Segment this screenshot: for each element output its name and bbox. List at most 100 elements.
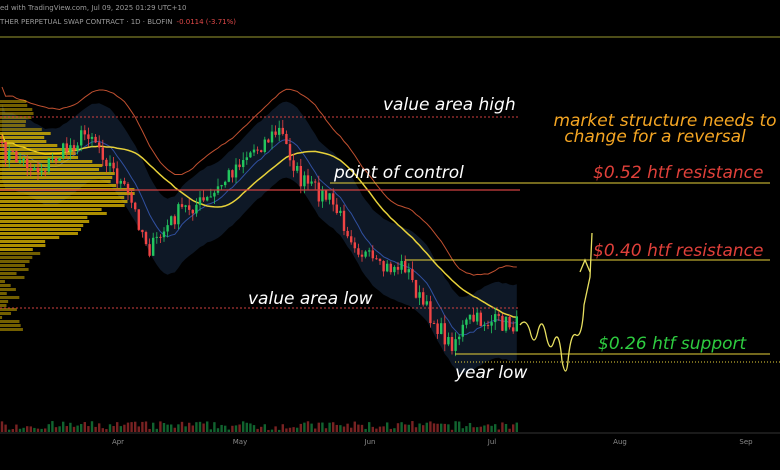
volume-profile-bar bbox=[0, 260, 30, 263]
volume-bar bbox=[29, 426, 32, 432]
candle-body bbox=[306, 175, 310, 184]
candle-body bbox=[494, 314, 497, 323]
volume-bar bbox=[389, 428, 392, 432]
candle-body bbox=[440, 323, 443, 334]
candle-body bbox=[51, 157, 54, 159]
volume-bar bbox=[252, 425, 256, 432]
volume-bar bbox=[306, 421, 310, 432]
candle-body bbox=[270, 131, 274, 143]
candle-body bbox=[238, 164, 241, 168]
volume-bar bbox=[407, 424, 410, 432]
volume-profile-bar bbox=[0, 200, 128, 203]
volume-profile-bar bbox=[0, 304, 7, 307]
candle-body bbox=[346, 230, 349, 237]
volume-bar bbox=[220, 424, 223, 432]
volume-profile-bar bbox=[0, 292, 7, 295]
candle-body bbox=[213, 192, 216, 197]
candle-body bbox=[155, 236, 158, 238]
candle-body bbox=[342, 210, 346, 231]
volume-profile-bar bbox=[0, 256, 33, 259]
candle-body bbox=[393, 266, 396, 273]
candle-body bbox=[288, 144, 292, 161]
volume-bar bbox=[422, 425, 425, 432]
volume-profile-bar bbox=[0, 316, 3, 319]
candle-body bbox=[69, 145, 72, 152]
candle-body bbox=[80, 130, 83, 146]
volume-bar bbox=[321, 422, 324, 432]
volume-profile-bar bbox=[0, 268, 29, 271]
volume-bar bbox=[188, 422, 191, 432]
candle-body bbox=[76, 145, 79, 151]
volume-bar bbox=[490, 425, 493, 432]
volume-bar bbox=[101, 428, 104, 432]
candle-body bbox=[285, 133, 288, 145]
volume-bar bbox=[231, 425, 234, 432]
candle-body bbox=[375, 258, 378, 260]
volume-profile-bar bbox=[0, 140, 47, 143]
candle-body bbox=[260, 150, 263, 153]
volume-bar bbox=[123, 424, 126, 432]
volume-bar bbox=[515, 422, 518, 432]
volume-bar bbox=[396, 423, 400, 432]
candle-body bbox=[11, 150, 14, 152]
candle-body bbox=[105, 159, 108, 167]
volume-bar bbox=[432, 423, 436, 432]
volume-bar bbox=[15, 424, 18, 432]
volume-bar bbox=[382, 426, 385, 432]
volume-profile-bar bbox=[0, 136, 45, 139]
candle-body bbox=[386, 263, 389, 272]
month-label: Sep bbox=[739, 438, 753, 446]
volume-profile-bar bbox=[0, 264, 25, 267]
volume-bar bbox=[324, 428, 328, 432]
projection-path bbox=[519, 232, 593, 372]
candle-body bbox=[292, 160, 295, 171]
candle-body bbox=[429, 301, 432, 324]
volume-bar bbox=[270, 429, 274, 432]
volume-profile-bar bbox=[0, 288, 16, 291]
price-change: -0.0114 (-3.71%) bbox=[177, 18, 237, 26]
candle-body bbox=[234, 164, 238, 178]
month-label: Jun bbox=[364, 438, 376, 446]
resistance-low-label: $0.40 htf resistance bbox=[593, 241, 763, 261]
volume-bar bbox=[40, 428, 43, 432]
volume-bar bbox=[54, 427, 58, 432]
candle-body bbox=[177, 204, 180, 225]
volume-bar bbox=[90, 421, 94, 432]
volume-bar bbox=[486, 424, 490, 432]
candle-body bbox=[173, 216, 176, 225]
volume-bar bbox=[162, 423, 166, 432]
projection-arrow bbox=[579, 258, 591, 273]
candle-body bbox=[378, 258, 382, 262]
volume-bar bbox=[386, 422, 389, 432]
volume-bar bbox=[206, 421, 209, 432]
volume-bar bbox=[170, 424, 173, 432]
candle-body bbox=[54, 157, 58, 161]
candle-body bbox=[508, 316, 511, 328]
candle-body bbox=[202, 197, 205, 201]
candle-body bbox=[242, 160, 245, 168]
volume-bar bbox=[33, 427, 36, 432]
volume-bar bbox=[404, 424, 407, 432]
volume-bar bbox=[22, 427, 25, 432]
volume-bar bbox=[112, 426, 115, 432]
candle-body bbox=[249, 152, 252, 158]
volume-bar bbox=[483, 425, 486, 432]
volume-profile-bar bbox=[0, 104, 28, 107]
candle-body bbox=[29, 168, 32, 170]
volume-bar bbox=[393, 428, 396, 432]
candle-body bbox=[83, 130, 86, 135]
volume-bar bbox=[224, 425, 227, 432]
volume-bar bbox=[303, 422, 306, 432]
volume-bar bbox=[288, 427, 292, 432]
month-label: Apr bbox=[112, 438, 124, 446]
volume-bar bbox=[440, 423, 443, 432]
candle-body bbox=[468, 314, 472, 320]
volume-bar bbox=[105, 429, 108, 432]
volume-profile-bar bbox=[0, 100, 27, 103]
volume-profile-bar bbox=[0, 204, 125, 207]
month-label: May bbox=[233, 438, 247, 446]
candle-body bbox=[159, 236, 162, 238]
candle-body bbox=[65, 143, 68, 152]
resistance-high-label: $0.52 htf resistance bbox=[593, 163, 763, 183]
